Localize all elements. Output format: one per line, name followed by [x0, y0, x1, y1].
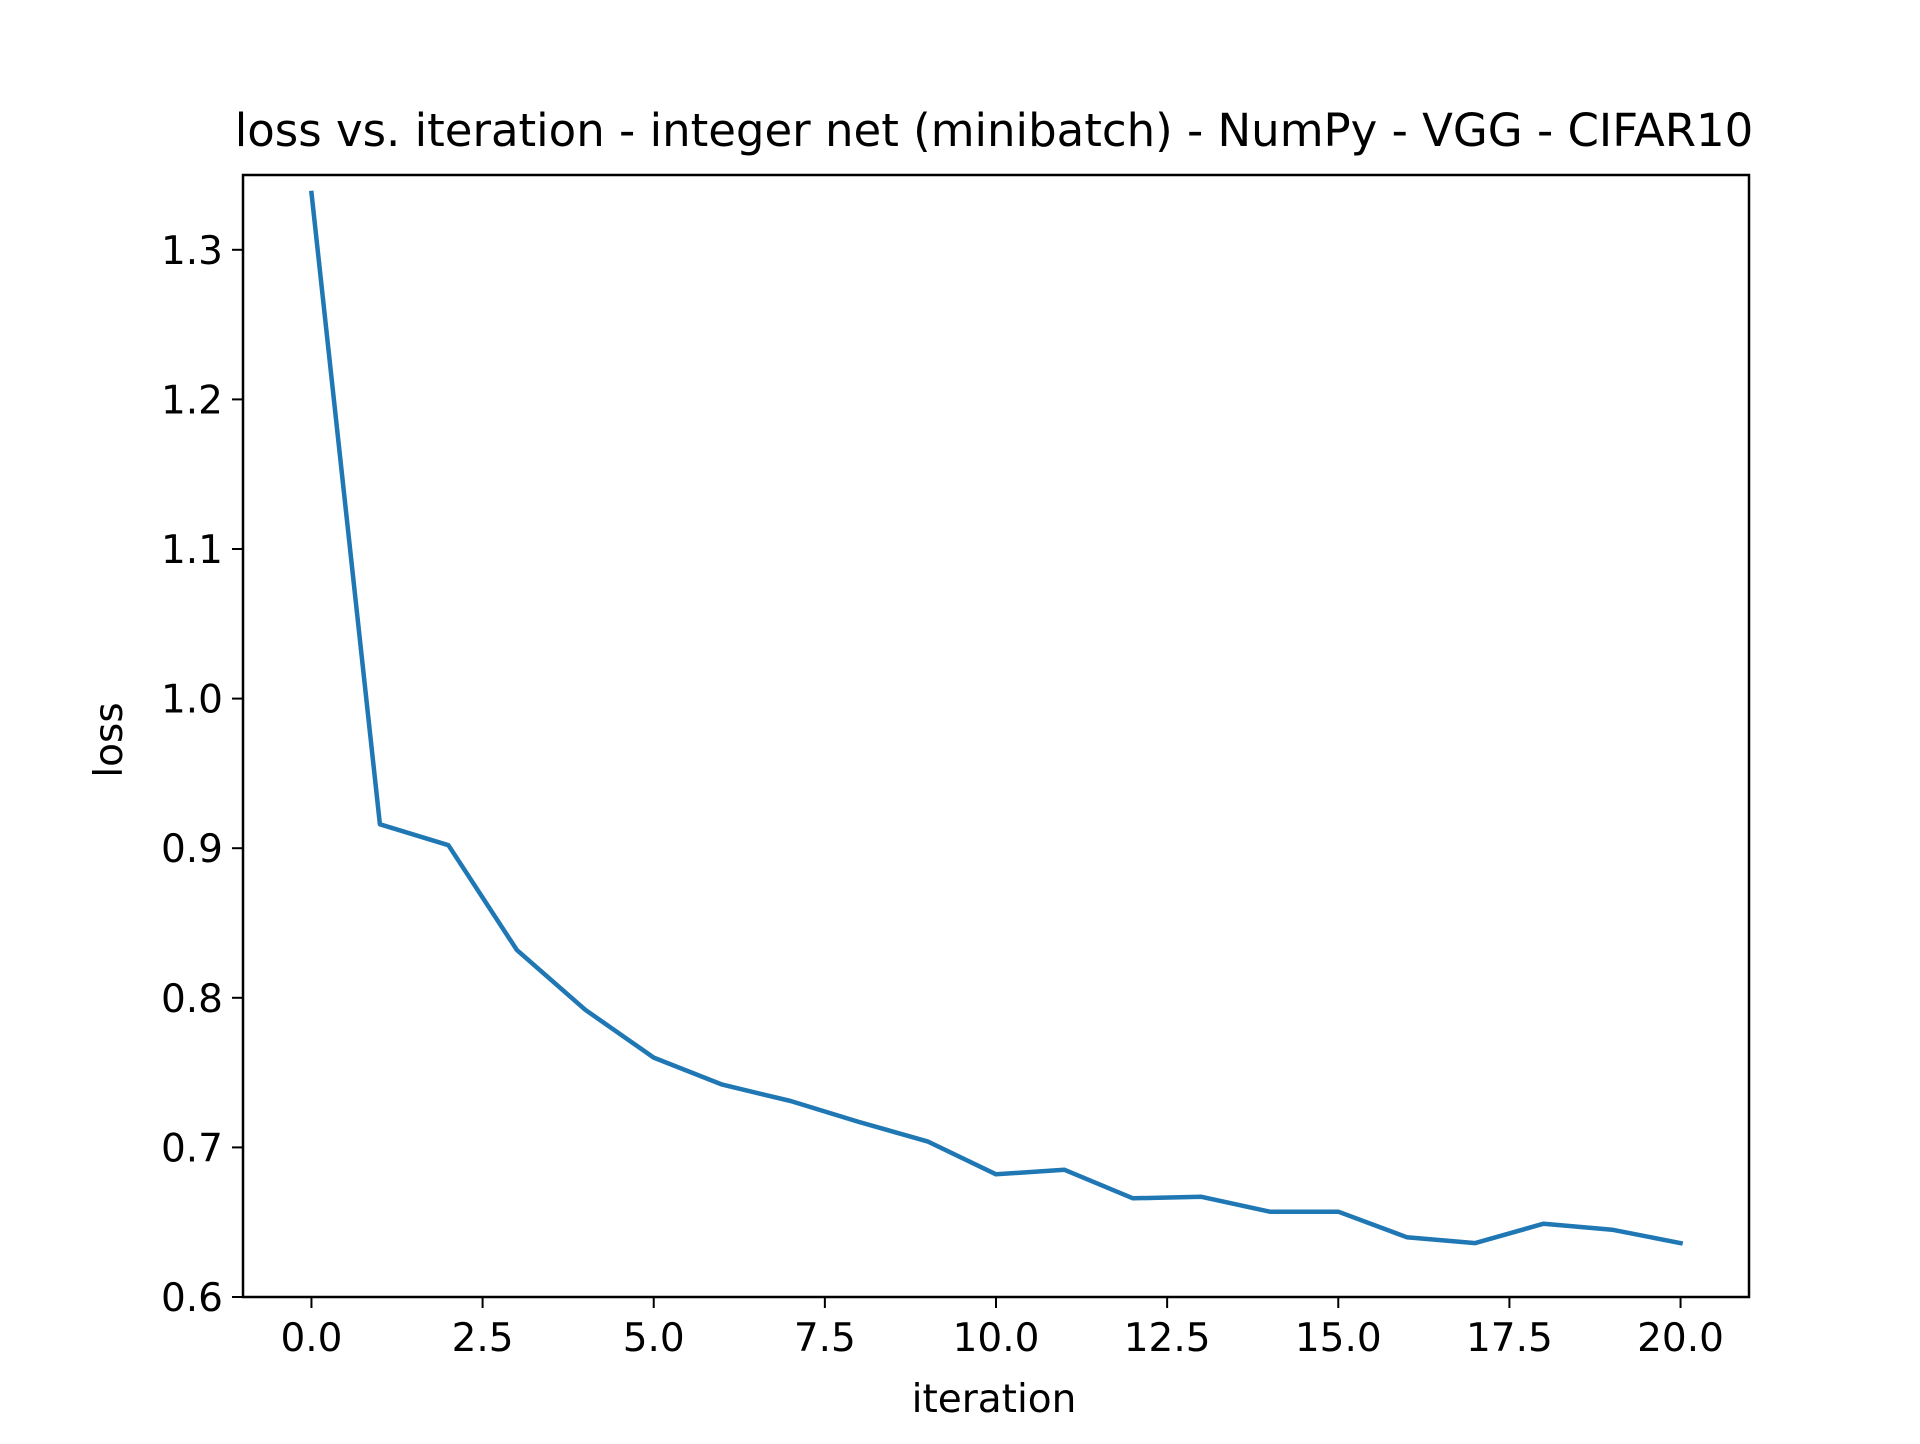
x-tick-label: 5.0 — [623, 1316, 685, 1361]
y-tick-label: 1.2 — [161, 378, 223, 423]
x-tick-label: 20.0 — [1637, 1316, 1724, 1361]
axes: 0.0 2.5 5.0 7.5 10.0 12.5 15.0 17.5 20.0 0.6 0.7 0.… — [161, 173, 1751, 1361]
y-tick-label: 0.6 — [161, 1276, 223, 1321]
chart-title: loss vs. iteration - integer net (miniba… — [235, 104, 1754, 157]
x-axis-label: iteration — [912, 1377, 1077, 1422]
x-tick-label: 12.5 — [1124, 1316, 1211, 1361]
x-tick-label: 17.5 — [1466, 1316, 1553, 1361]
y-tick-label: 1.0 — [161, 678, 223, 723]
x-tick-label: 2.5 — [452, 1316, 514, 1361]
y-tick-label: 0.9 — [161, 827, 223, 872]
y-tick-label: 1.3 — [161, 229, 223, 274]
x-tick-label: 15.0 — [1295, 1316, 1382, 1361]
plot-frame — [241, 173, 1751, 1299]
y-tick-label: 0.7 — [161, 1126, 223, 1171]
y-tick-label: 0.8 — [161, 977, 223, 1022]
series-line-1 — [309, 190, 1684, 1246]
y-tick-label: 1.1 — [161, 528, 223, 573]
x-tick-label: 0.0 — [280, 1316, 342, 1361]
x-tick-label: 7.5 — [794, 1316, 856, 1361]
y-axis-label: loss — [87, 702, 132, 777]
x-tick-label: 10.0 — [953, 1316, 1040, 1361]
